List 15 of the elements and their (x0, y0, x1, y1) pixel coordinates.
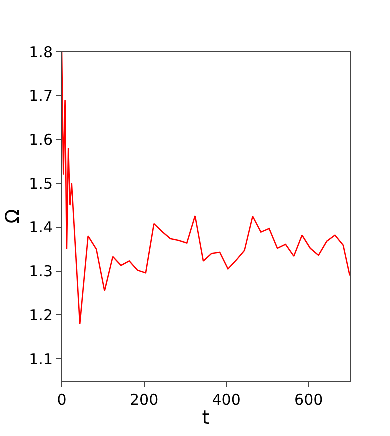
y-tick-label: 1.4 (29, 218, 53, 237)
y-tick-label: 1.5 (29, 174, 53, 193)
y-tick-label: 1.7 (29, 87, 53, 106)
x-tick-label: 0 (57, 391, 67, 409)
y-tick-label: 1.8 (29, 43, 53, 62)
line-series (62, 52, 350, 325)
y-tick-label: 1.2 (29, 306, 53, 324)
y-tick-label: 1.1 (29, 350, 53, 368)
y-tick-label: 1.6 (29, 130, 53, 149)
x-axis-title: t (202, 406, 210, 429)
x-tick-label: 600 (294, 391, 324, 409)
y-axis-title: Ω (2, 209, 24, 224)
x-tick-label: 200 (130, 391, 159, 409)
x-tick-label: 400 (212, 391, 241, 409)
y-tick-label: 1.3 (29, 262, 53, 281)
